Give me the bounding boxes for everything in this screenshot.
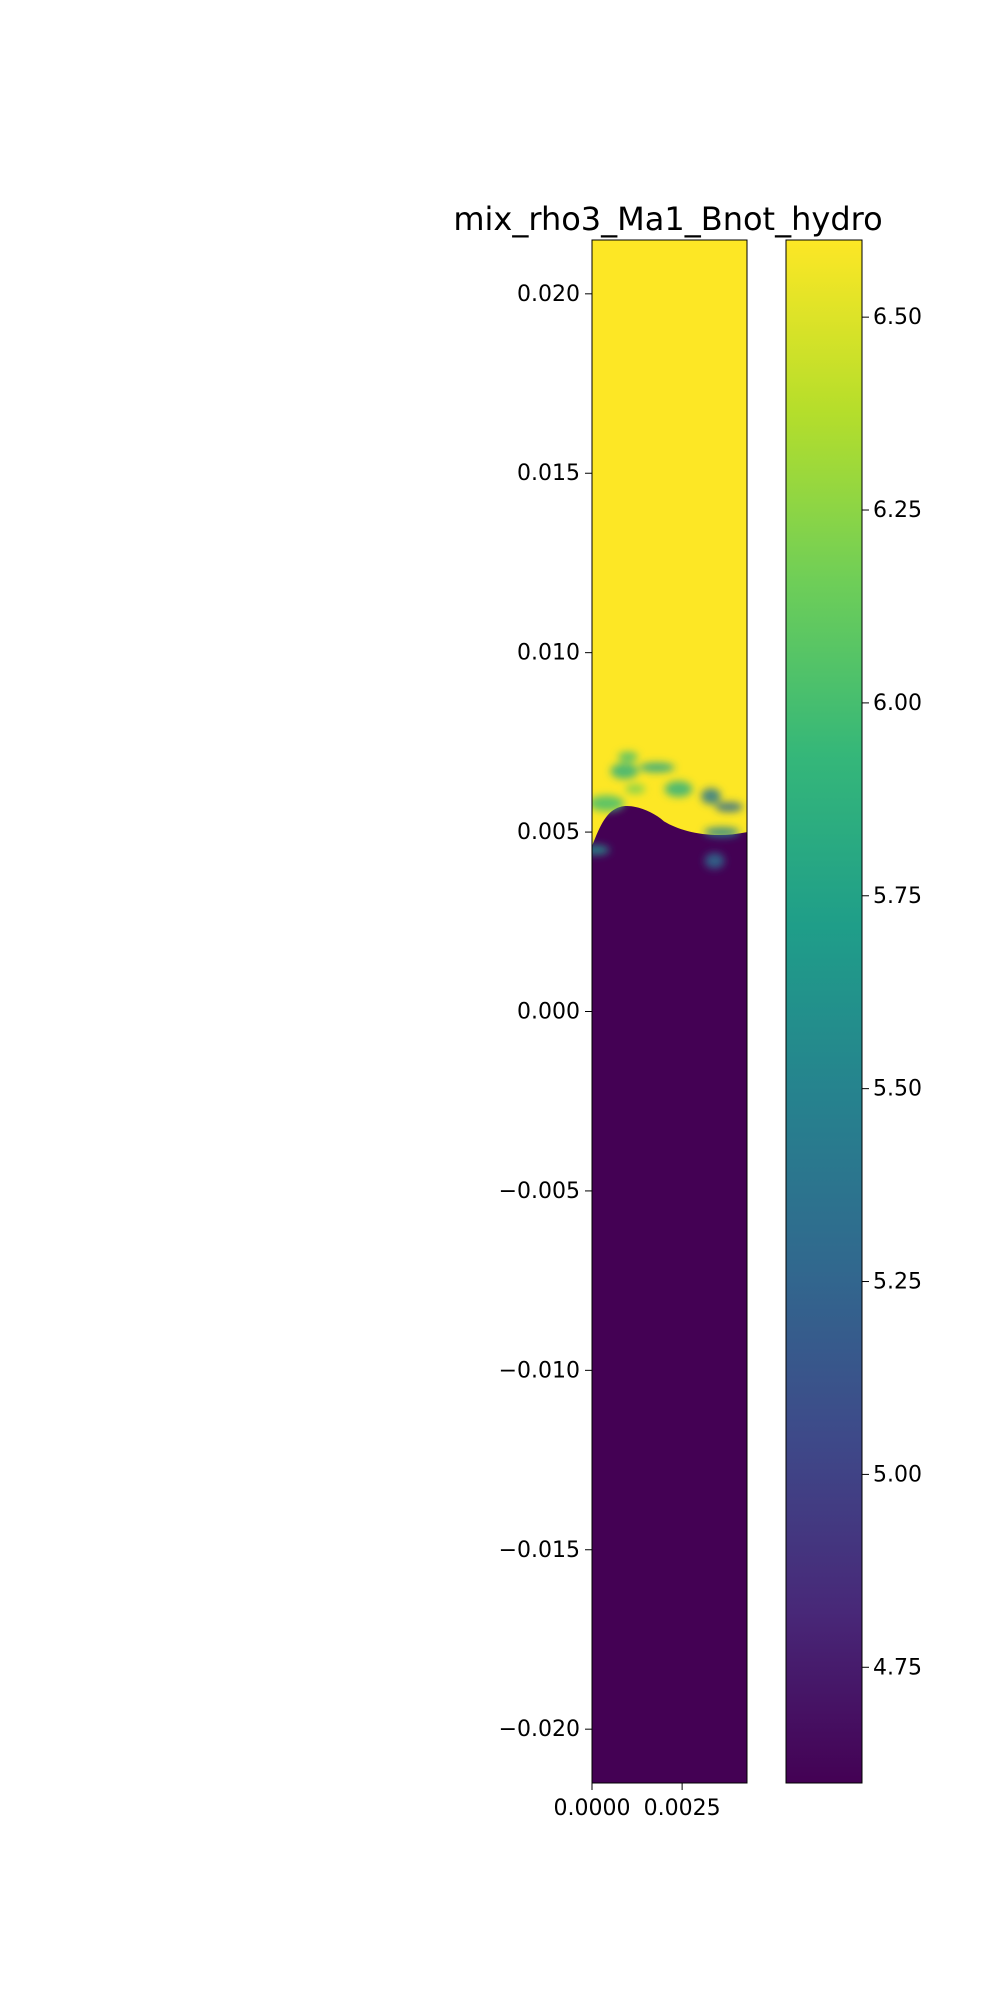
y-tick-label: 0.005 [517, 820, 580, 845]
mixing-blob [703, 827, 740, 838]
mixing-layer [592, 751, 743, 869]
y-tick-label: 0.010 [517, 641, 580, 666]
y-tick-label: −0.010 [499, 1358, 580, 1383]
y-tick-label: 0.020 [517, 282, 580, 307]
colorbar [785, 239, 863, 1784]
colorbar-tick-label: 6.50 [873, 305, 922, 330]
mixing-blob [625, 784, 646, 795]
colorbar-tick-label: 5.75 [873, 884, 922, 909]
colorbar-tick-label: 6.00 [873, 691, 922, 716]
mixing-blob [700, 788, 721, 805]
x-axis: 0.0000 0.0025 [554, 1783, 721, 1821]
y-tick-label: −0.005 [499, 1179, 580, 1204]
colorbar-tick-label: 5.25 [873, 1270, 922, 1295]
x-tick-label: 0.0025 [644, 1796, 721, 1821]
mixing-blob [664, 781, 693, 798]
lower-fluid-region [592, 865, 747, 1783]
mixing-blob [592, 795, 625, 812]
y-tick-label: 0.000 [517, 1000, 580, 1025]
dense-intrusion [592, 806, 747, 868]
heatmap-field [592, 240, 747, 1783]
mixing-blob [638, 762, 675, 773]
y-axis: 0.020 0.015 0.010 0.005 0.000 −0.005 −0.010 −0.… [499, 282, 592, 1742]
y-tick-label: −0.020 [499, 1717, 580, 1742]
mixing-blob [592, 845, 610, 856]
colorbar-axis: 6.50 6.25 6.00 5.75 5.50 5.25 5.00 4.75 [862, 305, 922, 1680]
colorbar-tick-label: 5.50 [873, 1077, 922, 1102]
y-tick-label: −0.015 [499, 1538, 580, 1563]
colorbar-tick-label: 4.75 [873, 1655, 922, 1680]
mixing-blob [610, 763, 639, 780]
y-tick-label: 0.015 [517, 461, 580, 486]
colorbar-tick-label: 5.00 [873, 1462, 922, 1487]
mixing-blob [714, 801, 743, 812]
x-tick-label: 0.0000 [554, 1796, 631, 1821]
mixing-blob [618, 751, 639, 762]
chart-title: mix_rho3_Ma1_Bnot_hydro [453, 200, 882, 238]
colorbar-tick-label: 6.25 [873, 498, 922, 523]
mixing-blob [704, 852, 725, 869]
